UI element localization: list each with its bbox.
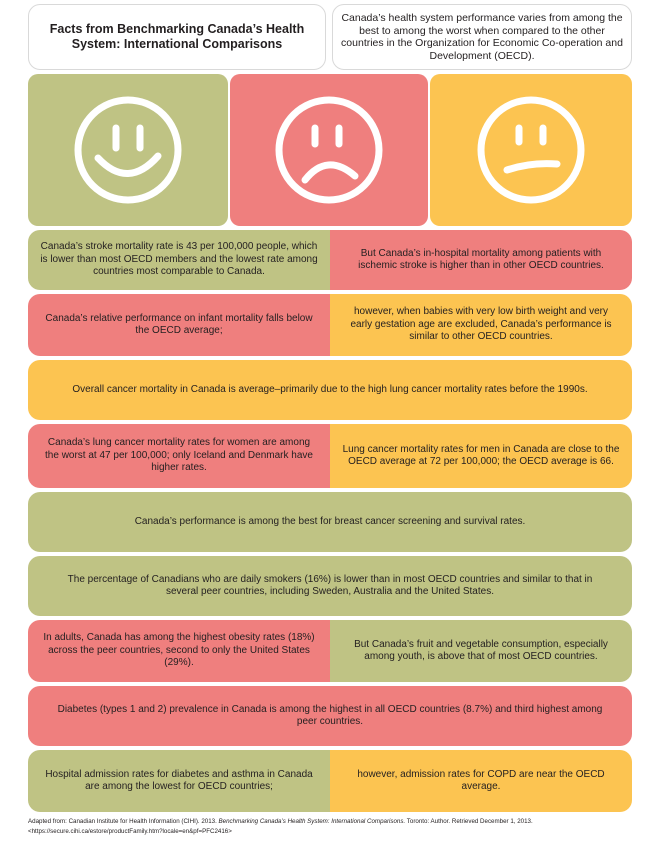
fact-cell-bad: In adults, Canada has among the highest … [28,620,330,682]
fact-cell-bad: Canada’s lung cancer mortality rates for… [28,424,330,488]
fact-row-stroke: Canada’s stroke mortality rate is 43 per… [28,230,632,290]
source-citation: Adapted from: Canadian Institute for Hea… [28,817,638,837]
fact-row-hospital-admissions: Hospital admission rates for diabetes an… [28,750,632,812]
citation-source-title: Benchmarking Canada’s Health System: Int… [218,818,406,825]
neutral-face-panel [430,74,632,226]
fact-cell-good: Hospital admission rates for diabetes an… [28,750,330,812]
fact-row-breast-cancer: Canada’s performance is among the best f… [28,492,632,552]
intro-box: Canada’s health system performance varie… [332,4,632,70]
fact-cell-good: Canada’s stroke mortality rate is 43 per… [28,230,330,290]
fact-cell-bad: Diabetes (types 1 and 2) prevalence in C… [28,686,632,746]
sad-face-icon [275,96,383,204]
title-box: Facts from Benchmarking Canada’s Health … [28,4,326,70]
fact-cell-average: Overall cancer mortality in Canada is av… [28,360,632,420]
fact-row-smoking: The percentage of Canadians who are dail… [28,556,632,616]
sad-face-panel [230,74,428,226]
neutral-face-icon [477,96,585,204]
fact-row-lung-cancer: Canada’s lung cancer mortality rates for… [28,424,632,488]
page-title: Facts from Benchmarking Canada’s Health … [49,22,305,51]
citation-prefix: Adapted from: Canadian Institute for Hea… [28,818,219,825]
fact-cell-average: however, admission rates for COPD are ne… [330,750,632,812]
fact-cell-average: however, when babies with very low birth… [330,294,632,356]
citation-suffix: Toronto: Author. Retrieved December 1, 2… [405,818,533,825]
fact-cell-good: The percentage of Canadians who are dail… [28,556,632,616]
fact-row-obesity: In adults, Canada has among the highest … [28,620,632,682]
fact-cell-good: But Canada’s fruit and vegetable consump… [330,620,632,682]
intro-text: Canada’s health system performance varie… [341,12,623,62]
fact-row-infant-mortality: Canada’s relative performance on infant … [28,294,632,356]
fact-cell-bad: But Canada’s in-hospital mortality among… [330,230,632,290]
fact-row-diabetes: Diabetes (types 1 and 2) prevalence in C… [28,686,632,746]
happy-face-panel [28,74,228,226]
fact-cell-good: Canada’s performance is among the best f… [28,492,632,552]
citation-url: <https://secure.cihi.ca/estore/productFa… [28,828,232,835]
fact-cell-average: Lung cancer mortality rates for men in C… [330,424,632,488]
smiley-face-icon [74,96,182,204]
fact-cell-bad: Canada’s relative performance on infant … [28,294,330,356]
fact-row-cancer-mortality: Overall cancer mortality in Canada is av… [28,360,632,420]
